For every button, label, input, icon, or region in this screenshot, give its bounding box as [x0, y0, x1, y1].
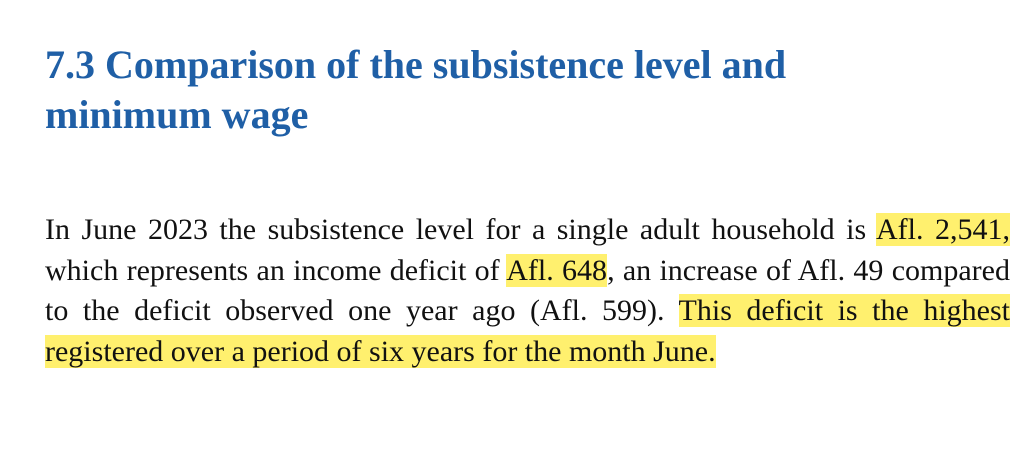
document-page: 7.3 Comparison of the subsistence level …: [45, 40, 1011, 368]
highlight-subsistence-level: Afl. 2,541,: [876, 213, 1010, 246]
section-title-line1: Comparison of the subsistence level and: [105, 42, 787, 87]
highlight-income-deficit: Afl. 648: [506, 253, 608, 287]
section-title-line2: minimum wage: [45, 92, 309, 137]
paragraph-text-1: In June 2023 the subsistence level for a…: [45, 213, 877, 246]
paragraph-text-2: which represents an income deficit of: [45, 253, 507, 287]
body-paragraph: In June 2023 the subsistence level for a…: [45, 210, 1011, 372]
paragraph-text-3: , an increase of Afl. 49 compared to the…: [45, 253, 1010, 328]
section-heading: 7.3 Comparison of the subsistence level …: [45, 40, 1010, 140]
section-number: 7.3: [45, 42, 95, 87]
